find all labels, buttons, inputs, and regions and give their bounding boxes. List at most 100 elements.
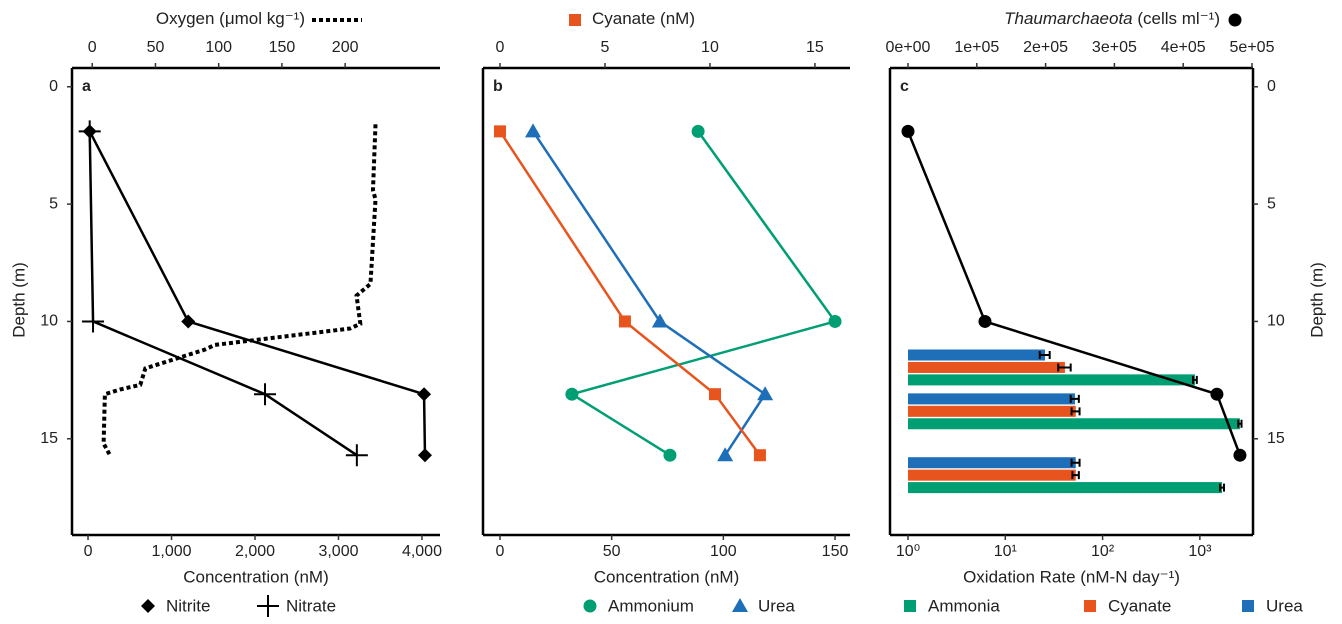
x-tick-label: 10¹ (994, 543, 1017, 560)
point (828, 314, 842, 328)
point (417, 448, 432, 463)
x-tick-label: 50 (603, 543, 621, 560)
x2-tick-label: 0 (496, 39, 505, 56)
x2-tick-label: 5 (601, 39, 610, 56)
x-tick-label: 0 (496, 543, 505, 560)
y-tick-label: 15 (1267, 430, 1285, 447)
point (1210, 387, 1224, 401)
point (691, 124, 705, 138)
legend-label: Ammonia (928, 596, 1000, 615)
bar (908, 374, 1195, 386)
legend-label: Urea (758, 596, 795, 615)
x2-axis-title-text: Cyanate (nM) (592, 9, 695, 28)
point (494, 125, 507, 138)
x-tick-label: 100 (710, 543, 737, 560)
x-tick-label: 10³ (1188, 543, 1212, 560)
x-axis-title: Concentration (nM) (183, 567, 329, 586)
point (345, 444, 368, 467)
bar (908, 349, 1046, 361)
point (978, 314, 992, 328)
point (525, 123, 542, 138)
x2-axis-title: Thaumarchaeota (cells ml⁻¹) (1004, 9, 1220, 28)
point (651, 313, 668, 328)
error-bar (1057, 363, 1072, 372)
x2-tick-label: 1e+05 (954, 39, 999, 56)
x2-axis-title: Oxygen (μmol kg⁻¹) (156, 9, 305, 28)
y-tick-label: 0 (49, 78, 58, 95)
bar (908, 418, 1240, 430)
point (708, 388, 721, 401)
x2-axis-title: Cyanate (nM) (592, 9, 695, 28)
error-bar (1070, 407, 1081, 416)
point (254, 383, 277, 406)
error-bar (1219, 483, 1225, 492)
point (757, 386, 774, 401)
point (82, 310, 105, 333)
x-tick-label: 4,000 (402, 543, 442, 560)
bar (908, 469, 1076, 481)
x2-tick-label: 0 (88, 39, 97, 56)
legend-symbol (732, 598, 748, 612)
bar (908, 393, 1075, 405)
y-tick-label: 5 (49, 195, 58, 212)
x2-tick-label: 10 (701, 39, 719, 56)
bar (908, 361, 1065, 373)
point (663, 448, 677, 462)
y-axis-title: Depth (m) (1307, 262, 1326, 338)
point (78, 120, 101, 143)
point (1233, 448, 1247, 462)
x-tick-label: 1,000 (151, 543, 191, 560)
legend-label: Nitrate (286, 596, 336, 615)
legend-symbol (1228, 13, 1242, 27)
panel-label: a (82, 78, 91, 95)
error-bar (1070, 458, 1081, 467)
x2-axis-title-text: (cells ml⁻¹) (1133, 9, 1220, 28)
x2-tick-label: 200 (332, 39, 359, 56)
panel-label: c (900, 78, 909, 95)
series-line (498, 130, 761, 456)
error-bar (1237, 419, 1243, 428)
series-line (88, 131, 358, 457)
legend-label: Cyanate (1108, 596, 1171, 615)
legend-symbol (257, 595, 279, 617)
x2-tick-label: 5e+05 (1230, 39, 1275, 56)
x2-tick-label: 100 (205, 39, 232, 56)
x-tick-label: 0 (84, 543, 93, 560)
point (753, 449, 766, 462)
x-tick-label: 150 (822, 543, 849, 560)
series-line (531, 130, 767, 456)
legend-symbol (583, 599, 597, 613)
y-axis-title: Depth (m) (9, 262, 28, 338)
error-bar (1192, 375, 1198, 384)
x2-tick-label: 3e+05 (1092, 39, 1137, 56)
series-line (906, 130, 1242, 456)
legend-symbol (904, 600, 916, 612)
error-bar (1071, 471, 1080, 480)
legend-symbol (569, 14, 581, 26)
x2-tick-label: 0e+00 (886, 39, 931, 56)
x2-tick-label: 150 (269, 39, 296, 56)
series-line (568, 130, 838, 457)
x-tick-label: 10² (1091, 543, 1115, 560)
error-bar (1038, 351, 1051, 360)
y-tick-label: 15 (40, 430, 58, 447)
legend-label: Ammonium (608, 596, 694, 615)
x-tick-label: 2,000 (235, 543, 275, 560)
x2-axis-title-text: Oxygen (μmol kg⁻¹) (156, 9, 305, 28)
point (618, 315, 631, 328)
bar (908, 482, 1223, 494)
series-line (88, 130, 427, 456)
y-tick-label: 5 (1267, 195, 1276, 212)
legend-symbol (1242, 600, 1254, 612)
point (901, 124, 915, 138)
x-axis-title: Concentration (nM) (594, 567, 740, 586)
x2-tick-label: 4e+05 (1161, 39, 1206, 56)
point (181, 314, 196, 329)
x-tick-label: 3,000 (318, 543, 358, 560)
x2-tick-label: 2e+05 (1023, 39, 1068, 56)
bar (908, 457, 1076, 469)
legend-label: Urea (1266, 596, 1303, 615)
bar (908, 405, 1076, 417)
